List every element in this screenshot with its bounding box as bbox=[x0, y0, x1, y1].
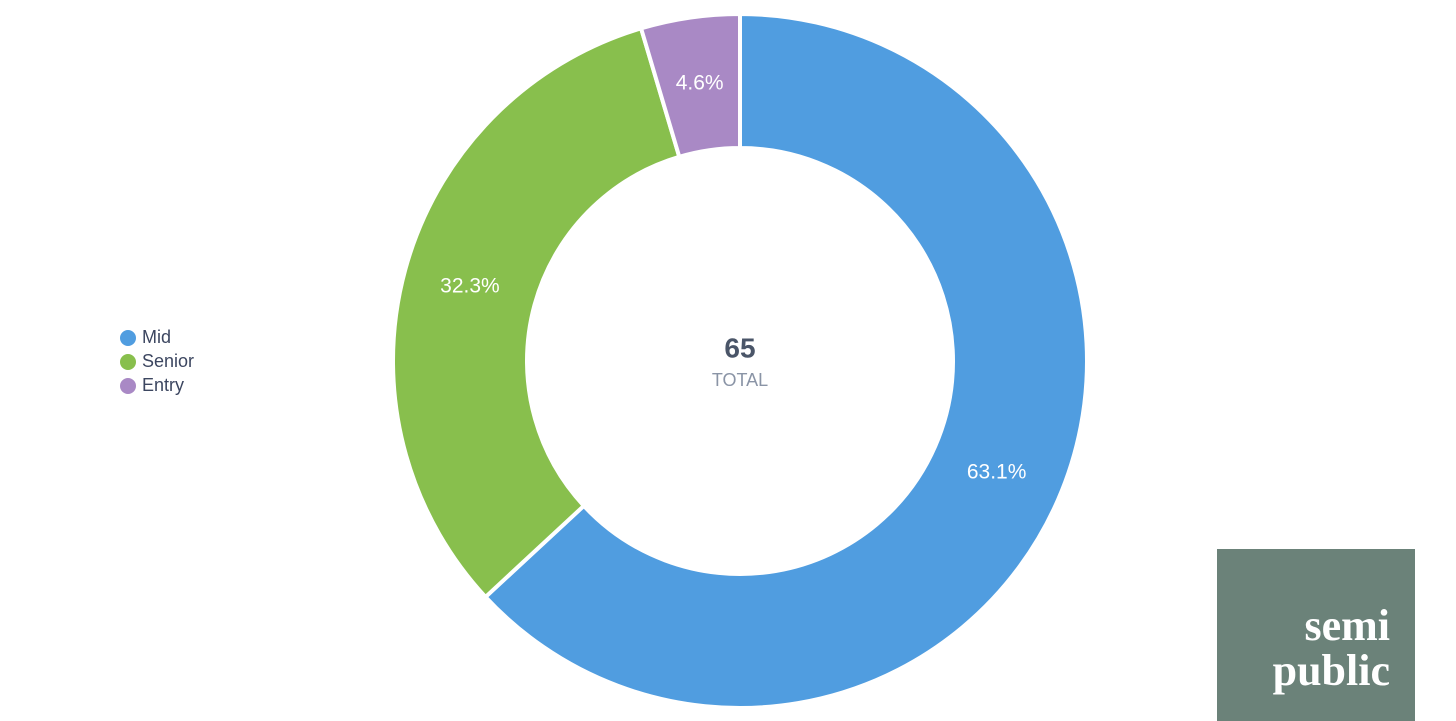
logo-text: public bbox=[1273, 646, 1390, 695]
total-label: TOTAL bbox=[712, 370, 768, 390]
logo-text: semi bbox=[1304, 601, 1390, 650]
slice bbox=[638, 11, 742, 160]
slice bbox=[391, 25, 682, 600]
legend-label: Mid bbox=[142, 327, 171, 347]
data-label: 4.6% bbox=[676, 71, 724, 94]
legend-label: Entry bbox=[142, 375, 184, 395]
legend-swatch bbox=[120, 330, 136, 346]
logo-box bbox=[1217, 549, 1415, 721]
legend-swatch bbox=[120, 354, 136, 370]
legend-label: Senior bbox=[142, 351, 194, 371]
donut bbox=[391, 11, 1089, 710]
data-label: 32.3% bbox=[440, 275, 500, 298]
data-label: 63.1% bbox=[967, 461, 1027, 484]
total-value: 65 bbox=[724, 332, 755, 363]
slice bbox=[482, 11, 1089, 710]
legend-swatch bbox=[120, 378, 136, 394]
